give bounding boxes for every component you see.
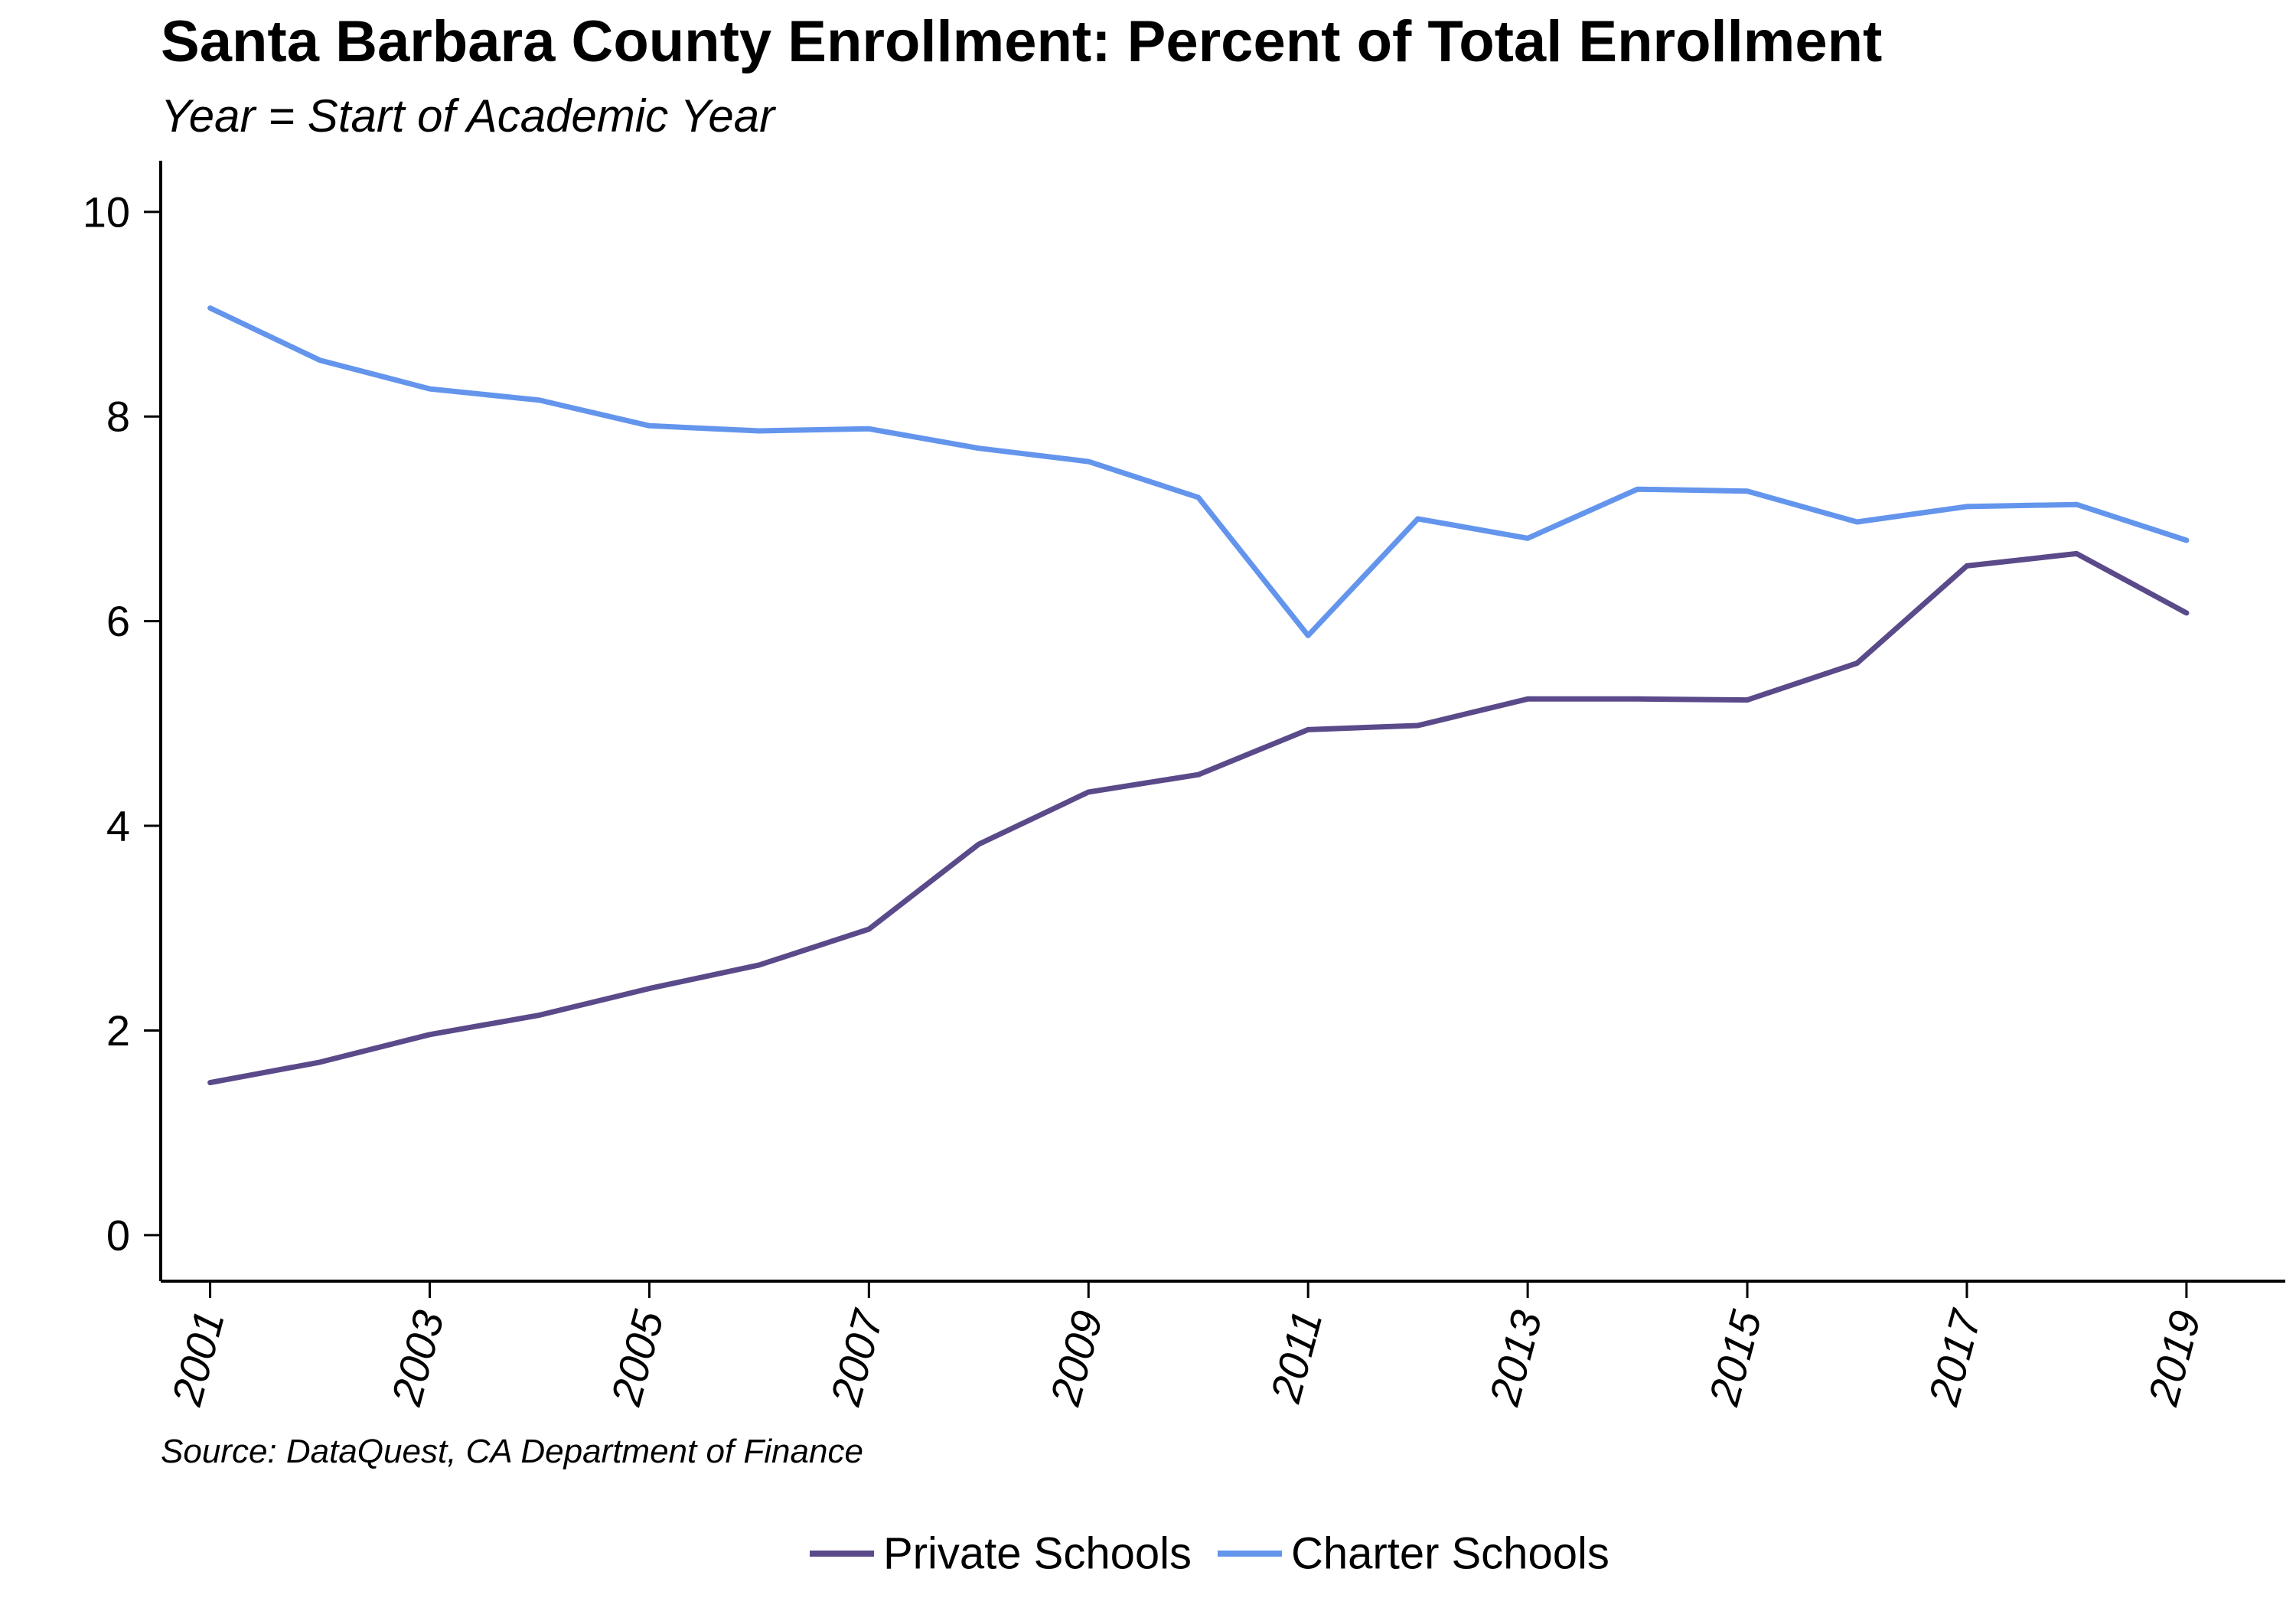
x-tick-label: 2011 — [1261, 1306, 1331, 1408]
y-tick-label: 0 — [106, 1211, 130, 1259]
y-axis-ticks: 0 2 4 6 8 10 — [83, 188, 161, 1259]
legend: Private Schools Charter Schools — [810, 1529, 1609, 1579]
x-tick-label: 2015 — [1699, 1305, 1771, 1410]
chart-title: Santa Barbara County Enrollment: Percent… — [161, 9, 1882, 74]
x-tick-label: 2013 — [1479, 1306, 1551, 1411]
x-tick-label: 2019 — [2138, 1306, 2210, 1411]
y-tick-label: 6 — [106, 597, 130, 645]
y-tick-label: 4 — [106, 802, 130, 850]
x-tick-label: 2001 — [162, 1306, 233, 1411]
x-axis-ticks: 2001 2003 2005 2007 2009 2011 2013 2015 2017 2019 — [162, 1281, 2210, 1410]
x-tick-label: 2003 — [382, 1306, 453, 1411]
x-tick-label: 2009 — [1040, 1306, 1111, 1411]
y-tick-label: 10 — [83, 188, 130, 236]
chart-caption: Source: DataQuest, CA Department of Fina… — [161, 1433, 863, 1470]
series-line-private-schools — [207, 550, 2190, 1086]
x-tick-label: 2017 — [1919, 1304, 1991, 1410]
y-tick-label: 8 — [106, 393, 130, 441]
x-tick-label: 2005 — [601, 1305, 673, 1410]
legend-label-charter-schools: Charter Schools — [1291, 1529, 1609, 1579]
legend-label-private-schools: Private Schools — [883, 1529, 1192, 1579]
x-tick-label: 2007 — [820, 1304, 892, 1410]
y-tick-label: 2 — [106, 1006, 130, 1055]
chart-subtitle: Year = Start of Academic Year — [161, 90, 776, 142]
series-lines — [207, 305, 2190, 1086]
series-line-charter-schools — [207, 305, 2190, 638]
